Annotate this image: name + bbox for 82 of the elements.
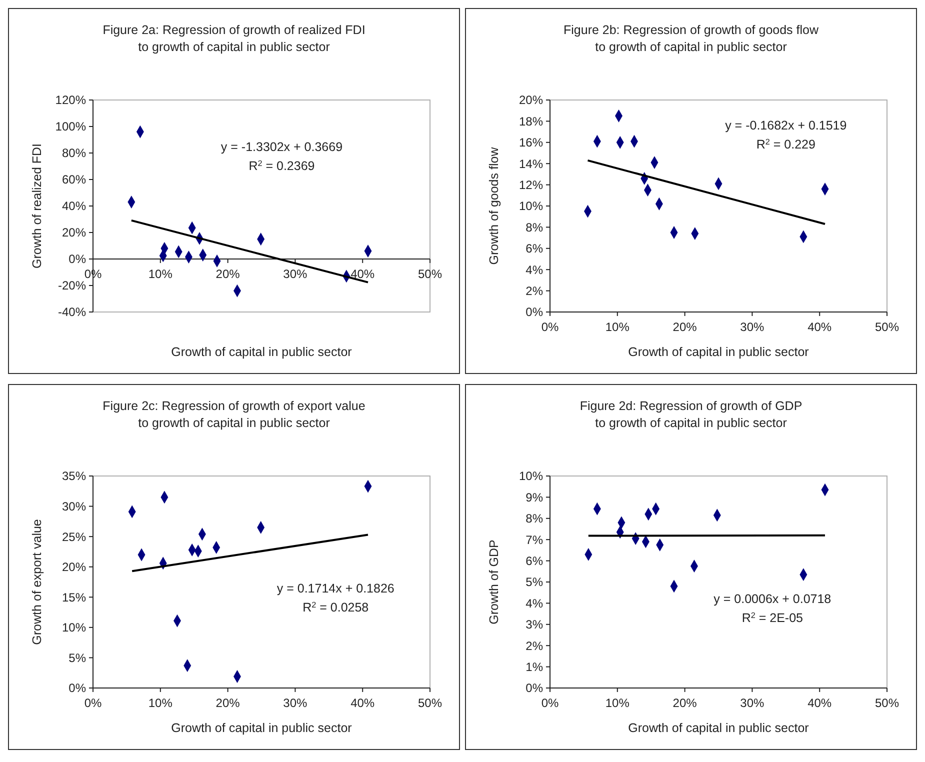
y-tick-label: 6%: [526, 554, 544, 568]
x-tick-label: 0%: [541, 320, 559, 334]
y-axis-title: Growth of realized FDI: [30, 143, 44, 269]
y-tick-label: 7%: [526, 532, 544, 547]
y-tick-label: 14%: [518, 156, 544, 171]
x-tick-label: 10%: [148, 267, 173, 281]
chart-title: Figure 2b: Regression of growth of goods flow to growth of capital in public sector: [564, 23, 820, 54]
x-tick-label: 20%: [672, 696, 698, 710]
x-tick-label: 30%: [283, 267, 308, 281]
y-tick-label: 2%: [526, 638, 544, 653]
annotation: R$^{2}$ = 0.229: [756, 137, 816, 152]
y-tick-label: 18%: [518, 114, 544, 128]
y-tick-label: 10%: [62, 620, 86, 635]
x-axis-title: Growth of capital in public sector: [628, 345, 809, 359]
x-axis-title: Growth of capital in public sector: [628, 721, 809, 735]
y-tick-label: 35%: [62, 469, 86, 484]
x-tick-label: 20%: [672, 320, 698, 334]
y-tick-label: 0%: [526, 681, 544, 696]
y-tick-label: 120%: [55, 93, 86, 108]
y-tick-label: 6%: [526, 242, 544, 256]
chart-title: Figure 2a: Regression of growth of realized FDI to growth of capital in public sector: [102, 23, 366, 54]
y-tick-label: 16%: [518, 136, 544, 150]
annotation: y = 0.0006x + 0.0718: [714, 592, 832, 606]
y-tick-label: 100%: [55, 120, 86, 134]
x-tick-label: 10%: [148, 696, 173, 710]
y-axis-title: Growth of goods flow: [487, 146, 501, 265]
y-tick-label: 8%: [526, 512, 544, 526]
chart-title: Figure 2d: Regression of growth of GDP to growth of capital in public sector: [580, 399, 802, 430]
annotation: y = -0.1682x + 0.1519: [725, 118, 847, 133]
x-tick-label: 50%: [418, 267, 442, 281]
x-tick-label: 0%: [541, 696, 559, 710]
y-tick-label: 12%: [518, 178, 544, 192]
y-tick-label: 1%: [526, 660, 544, 674]
y-axis-title: Growth of export value: [30, 519, 44, 645]
y-tick-label: 80%: [62, 146, 86, 160]
x-tick-label: 50%: [418, 696, 442, 710]
y-tick-label: 4%: [526, 596, 544, 610]
x-tick-label: 30%: [740, 696, 765, 710]
y-tick-label: 9%: [526, 490, 544, 504]
x-axis-title: Growth of capital in public sector: [171, 721, 352, 735]
y-tick-label: 5%: [68, 650, 86, 665]
x-tick-label: 40%: [808, 696, 832, 710]
x-tick-label: 0%: [84, 696, 102, 710]
x-tick-label: 50%: [874, 320, 900, 334]
x-axis-title: Growth of capital in public sector: [171, 345, 352, 359]
y-tick-label: 0%: [68, 681, 86, 696]
y-tick-label: 4%: [526, 262, 544, 277]
y-tick-label: 60%: [62, 172, 86, 187]
x-tick-label: 30%: [740, 320, 765, 334]
annotation: R$^{2}$ = 0.2369: [248, 158, 315, 173]
y-tick-label: 20%: [518, 93, 544, 108]
x-tick-label: 20%: [216, 696, 240, 710]
x-tick-label: 10%: [605, 696, 630, 710]
y-tick-label: -20%: [58, 278, 86, 293]
x-tick-label: 40%: [350, 267, 375, 281]
y-tick-label: 15%: [62, 590, 86, 604]
annotation: y = -1.3302x + 0.3669: [220, 140, 343, 154]
y-tick-label: 0%: [526, 305, 544, 320]
y-tick-label: 20%: [62, 560, 86, 574]
chart-title: Figure 2c: Regression of growth of export value to growth of capital in public sector: [102, 399, 366, 430]
annotation: y = 0.1714x + 0.1826: [276, 582, 394, 596]
y-tick-label: 0%: [68, 252, 86, 266]
x-tick-label: 50%: [874, 696, 900, 710]
y-tick-label: 8%: [526, 220, 544, 234]
y-tick-label: 20%: [62, 226, 86, 240]
y-tick-label: -40%: [58, 305, 86, 320]
x-tick-label: 20%: [216, 267, 240, 281]
y-tick-label: 40%: [62, 199, 86, 214]
y-tick-label: 3%: [526, 618, 544, 632]
x-tick-label: 40%: [350, 696, 375, 710]
annotation: R$^{2}$ = 0.0258: [302, 600, 369, 615]
annotation: R$^{2}$ = 2E-05: [742, 610, 804, 626]
y-axis-title: Growth of GDP: [487, 540, 501, 624]
y-tick-label: 10%: [518, 469, 544, 484]
y-tick-label: 25%: [62, 530, 86, 544]
x-tick-label: 30%: [283, 696, 308, 710]
x-tick-label: 10%: [605, 320, 630, 334]
x-tick-label: 40%: [808, 320, 832, 334]
y-tick-label: 10%: [518, 199, 544, 214]
y-tick-label: 5%: [526, 575, 544, 590]
y-tick-label: 2%: [526, 284, 544, 298]
y-tick-label: 30%: [62, 499, 86, 514]
